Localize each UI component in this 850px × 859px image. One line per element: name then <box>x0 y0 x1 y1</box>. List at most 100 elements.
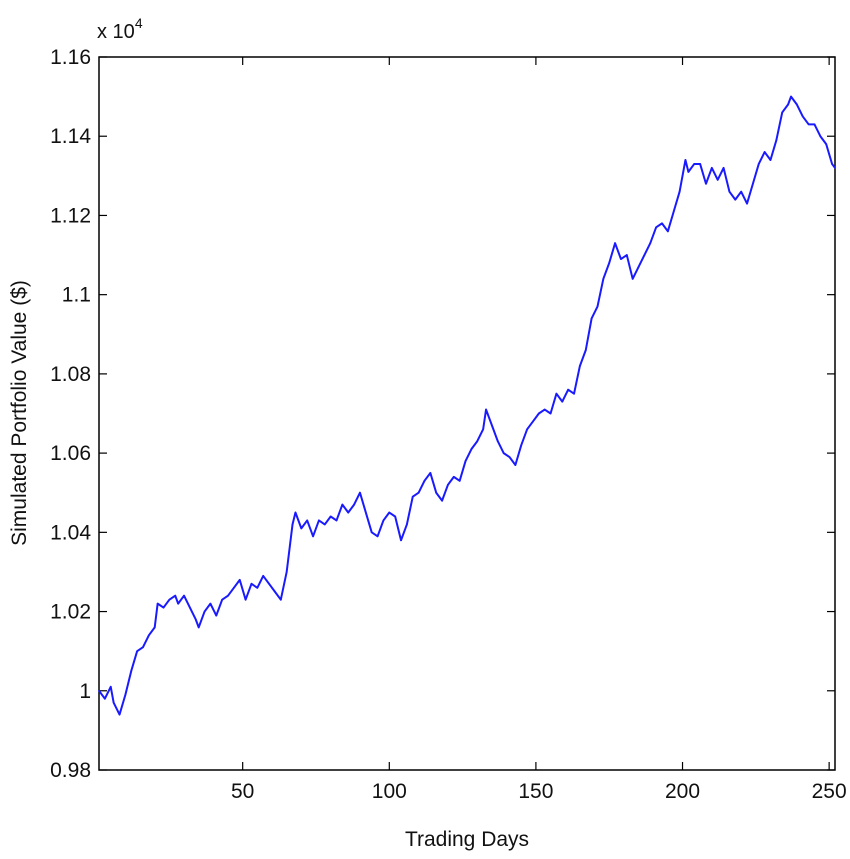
data-point <box>370 531 373 534</box>
data-point <box>678 190 681 193</box>
data-point <box>382 519 385 522</box>
data-point <box>661 222 663 225</box>
data-point <box>312 535 314 538</box>
data-point <box>400 539 402 542</box>
data-point <box>441 499 443 502</box>
data-point <box>684 159 687 161</box>
y-tick-label: 0.98 <box>50 759 91 782</box>
data-point <box>573 392 575 395</box>
data-point <box>104 697 106 700</box>
y-exponent-label: x 104 <box>97 15 143 43</box>
data-point <box>687 171 690 173</box>
y-exponent-power: 4 <box>135 15 143 31</box>
data-point <box>711 167 713 169</box>
x-axis-title: Trading Days <box>405 828 529 851</box>
data-point <box>769 159 772 161</box>
data-point <box>699 163 701 165</box>
data-point <box>801 115 804 118</box>
data-point <box>215 614 218 617</box>
data-point <box>98 689 100 692</box>
data-point <box>435 491 438 494</box>
data-point <box>752 182 754 185</box>
data-point <box>667 230 669 233</box>
data-point <box>464 460 467 462</box>
data-point <box>244 598 247 601</box>
data-point <box>453 476 455 478</box>
data-point <box>508 456 511 458</box>
data-point <box>411 495 414 498</box>
data-point <box>482 428 484 431</box>
data-point <box>318 519 320 522</box>
data-point <box>763 151 766 153</box>
data-point <box>532 420 534 423</box>
data-point <box>429 472 432 474</box>
data-point <box>365 511 367 514</box>
data-point <box>136 650 138 652</box>
data-point <box>294 511 297 514</box>
data-point <box>584 349 587 351</box>
series-line <box>98 95 836 716</box>
data-point <box>280 598 282 601</box>
data-point <box>162 606 165 609</box>
data-point <box>306 519 308 522</box>
data-point <box>130 670 133 672</box>
data-point <box>177 602 179 605</box>
data-points <box>98 95 836 716</box>
data-point <box>168 598 171 601</box>
data-point <box>608 262 611 264</box>
data-point <box>620 258 622 260</box>
data-point <box>614 242 616 244</box>
data-point <box>543 408 546 411</box>
data-point <box>183 594 185 597</box>
y-tick-label: 1.06 <box>50 442 91 465</box>
x-tick-label: 250 <box>812 780 847 803</box>
data-point <box>596 305 599 308</box>
data-point <box>787 103 789 106</box>
data-point <box>153 626 156 629</box>
data-point <box>458 480 461 482</box>
data-point <box>740 190 742 193</box>
data-point <box>376 535 379 538</box>
data-point <box>538 412 540 415</box>
data-point <box>602 278 605 280</box>
data-point <box>485 408 487 411</box>
data-point <box>781 111 784 114</box>
y-tick-label: 1.12 <box>50 204 91 227</box>
data-point <box>221 598 223 601</box>
data-point <box>693 163 696 165</box>
data-point <box>746 202 748 205</box>
data-point <box>353 503 355 506</box>
data-point <box>124 693 127 696</box>
data-point <box>335 519 338 522</box>
data-point <box>323 523 326 526</box>
data-point <box>637 266 640 268</box>
data-point <box>775 139 778 141</box>
data-point <box>549 412 552 415</box>
y-tick-label: 1.08 <box>50 363 91 386</box>
data-point <box>112 701 115 704</box>
data-point <box>209 602 212 605</box>
data-point <box>250 583 253 585</box>
data-point <box>142 646 144 649</box>
data-point <box>825 143 827 145</box>
data-point <box>567 388 569 391</box>
data-point <box>268 583 270 585</box>
data-point <box>291 523 294 526</box>
data-point <box>274 590 276 593</box>
data-point <box>256 586 259 589</box>
data-point <box>285 571 288 573</box>
data-point <box>796 103 798 106</box>
y-tick-label: 1.14 <box>50 125 91 148</box>
x-tick-label: 100 <box>372 780 407 803</box>
y-tick-label: 1.1 <box>62 284 91 307</box>
data-point <box>227 594 229 597</box>
data-point <box>148 634 150 637</box>
data-point <box>233 586 235 589</box>
data-point <box>834 167 836 169</box>
data-point <box>626 254 628 256</box>
data-point <box>423 480 426 482</box>
data-point <box>728 190 731 193</box>
y-axis: 0.98 1 1.02 1.04 1.06 1.08 1.1 1.12 1.14 1.16 <box>50 46 835 782</box>
y-tick-label: 1.02 <box>50 601 91 624</box>
